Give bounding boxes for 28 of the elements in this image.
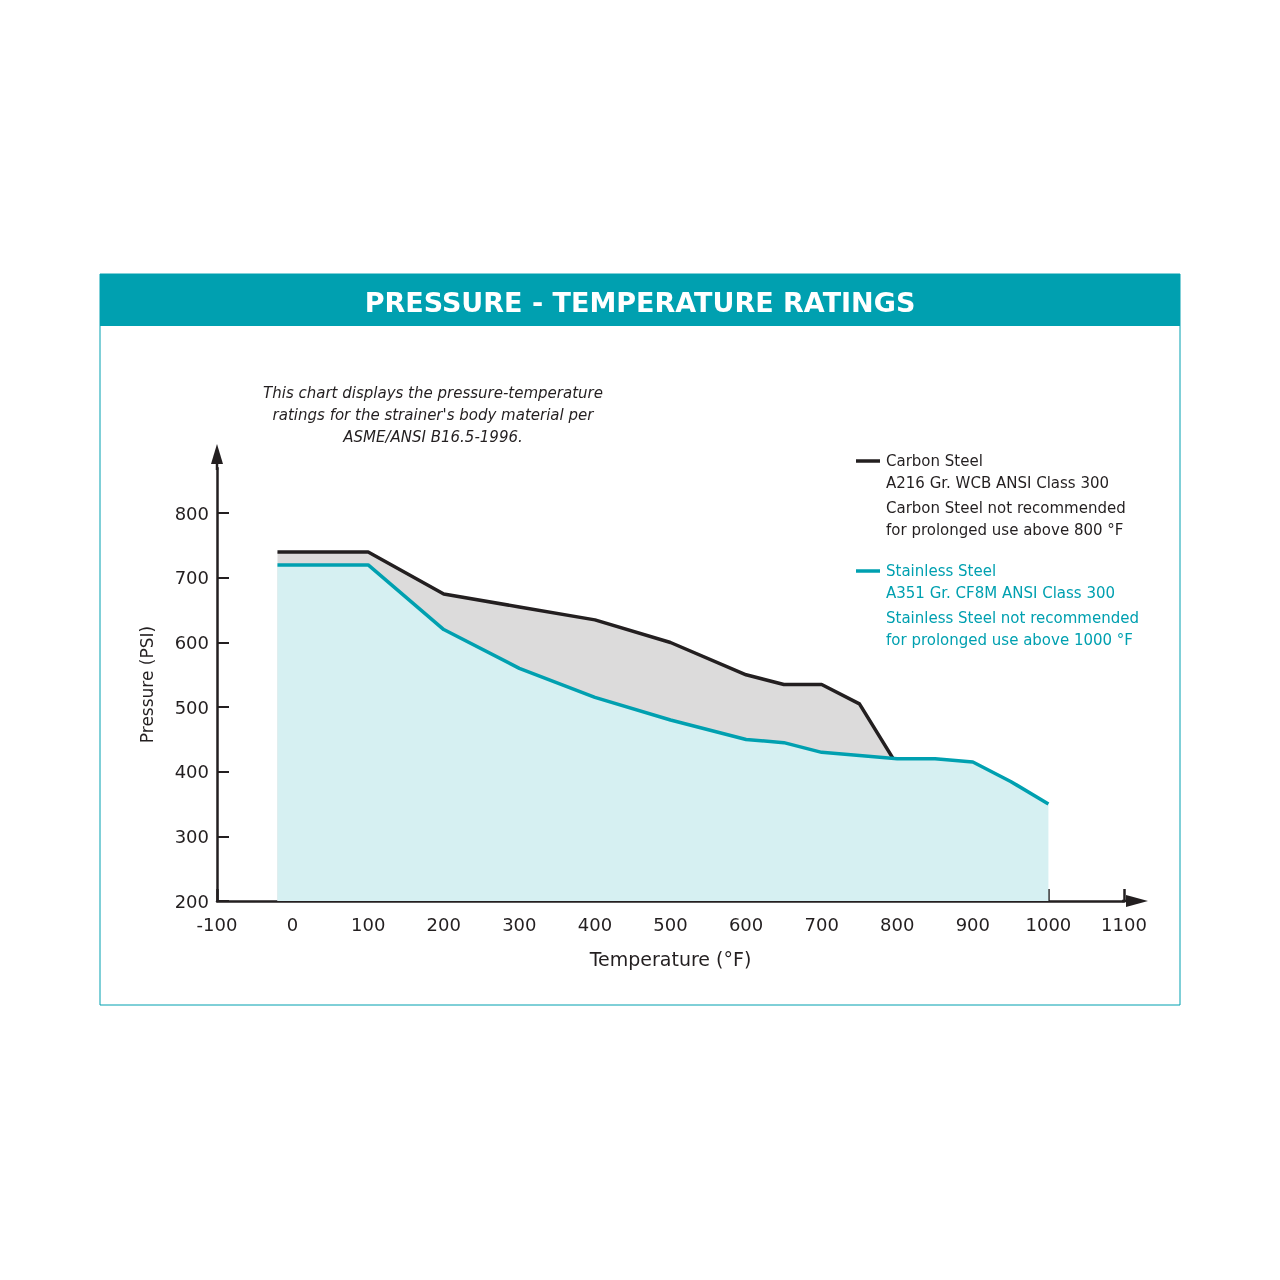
x-tick-label: 400 <box>577 913 613 935</box>
text: This chart displays the pressure-temperature ratings for the strainer's body material per ASME/ANSI B16.5-1996. <box>263 384 603 446</box>
annotation: Carbon Steel not recommended for prolonged use above 800 °F <box>886 499 1126 539</box>
x-tick-label: 600 <box>728 913 764 935</box>
x-tick-label: 700 <box>804 913 839 935</box>
y-tick-label: 500 <box>174 696 209 718</box>
annotation: Stainless Steel not recommended for prolonged use above 1000 °F <box>886 609 1139 649</box>
y-tick-label: 800 <box>174 502 209 524</box>
x-tick-label: 800 <box>880 913 915 935</box>
y-tick-label: 200 <box>174 890 209 912</box>
y-tick-label: 700 <box>174 567 209 589</box>
y-tick-label: 400 <box>174 761 209 783</box>
x-tick-label: 1100 <box>1101 913 1147 935</box>
x-tick-label: 1000 <box>1025 913 1072 935</box>
x-tick-label: 100 <box>350 913 386 935</box>
chart-title: PRESSURE - TEMPERATURE RATINGS <box>364 287 916 318</box>
x-tick-label: 300 <box>502 913 537 935</box>
y-tick-label: 300 <box>174 825 209 847</box>
x-axis-title: Temperature (°F) <box>588 947 752 970</box>
x-tick-label: 200 <box>426 913 461 935</box>
x-tick-label: 0 <box>286 913 299 935</box>
y-tick-label: 600 <box>174 631 209 653</box>
y-axis-title: Pressure (PSI) <box>136 625 157 744</box>
legend-label: Carbon Steel A216 Gr. WCB ANSI Class 300 <box>886 452 1110 492</box>
x-tick-label: -100 <box>196 913 238 935</box>
x-tick-label: 900 <box>955 913 991 935</box>
x-tick-label: 500 <box>653 913 688 935</box>
legend-label: Stainless Steel A351 Gr. CF8M ANSI Class 300 <box>886 562 1116 602</box>
